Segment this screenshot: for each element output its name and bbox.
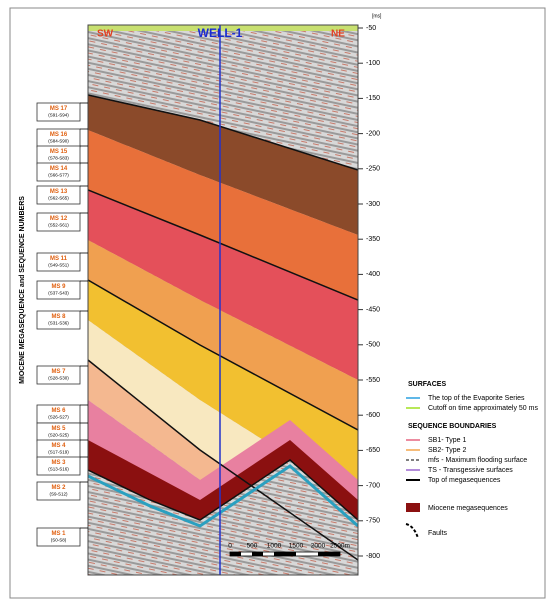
ms-name: MS 12 (50, 216, 68, 222)
ms-box (36, 365, 81, 385)
tick-label: -100 (366, 60, 380, 67)
ms-range: (S84-S90) (48, 139, 69, 144)
tick-label: -750 (366, 518, 380, 525)
scale-bar: 0 500 1000 1500 2000 2500m (228, 543, 350, 557)
legend-item: Faults (428, 530, 448, 537)
ms-range: (S17-S19) (48, 450, 69, 455)
ne-label: NE (331, 29, 345, 40)
tick-label: -250 (366, 166, 380, 173)
ms-name: MS 9 (51, 284, 66, 290)
scale-label: 1000 (267, 543, 282, 550)
scale-label: 2500m (330, 543, 350, 550)
legend: SURFACES SEQUENCE BOUNDARIES Miocene meg… (405, 381, 538, 539)
ms-box (36, 252, 81, 272)
ms-name: MS 14 (50, 166, 68, 172)
ms-range: (S52-S61) (48, 223, 69, 228)
legend-item: Miocene megasequences (428, 505, 508, 512)
scale-label: 1500 (289, 543, 304, 550)
ms-range: (S62-S65) (48, 196, 69, 201)
ms-range: (S9-S12) (49, 492, 68, 497)
legend-item: SB2- Type 2 (428, 447, 467, 454)
ms-box (36, 280, 81, 300)
ms-name: MS 2 (51, 485, 66, 491)
tick-label: -350 (366, 236, 380, 243)
ms-name: MS 6 (51, 408, 66, 414)
scale-label: 2000 (311, 543, 326, 550)
tick-label: -650 (366, 447, 380, 454)
ms-range: (S26-S27) (48, 415, 69, 420)
sequence-axis-title: MIOCENE MEGASEQUENCE and SEQUENCE NUMBER… (19, 196, 26, 384)
tick-label: -50 (366, 25, 376, 32)
ms-range: (S28-S30) (48, 376, 69, 381)
ms-name: MS 5 (51, 426, 66, 432)
ms-range: (S66-S77) (48, 173, 69, 178)
tick-label: -550 (366, 377, 380, 384)
well-label: WELL-1 (198, 26, 243, 40)
ms-range: (S37-S43) (48, 291, 69, 296)
ms-name: MS 3 (51, 460, 66, 466)
ms-name: MS 17 (50, 106, 68, 112)
ms-range: (S13-S16) (48, 467, 69, 472)
legend-item: mfs - Maximum flooding surface (428, 457, 527, 464)
fault-symbol (405, 523, 419, 539)
tick-label: -500 (366, 342, 380, 349)
ms-box (36, 102, 81, 122)
time-axis: -50 -100 -150 -200 -250 -300 -350 -400 -450 -500 -… (358, 25, 380, 560)
ms-range: (S20-S25) (48, 433, 69, 438)
legend-item: Top of megasequences (428, 477, 501, 484)
ms-name: MS 16 (50, 132, 68, 138)
time-unit: [ms] (372, 13, 382, 19)
tick-label: -700 (366, 482, 380, 489)
ms-name: MS 4 (51, 443, 66, 449)
ms-name: MS 7 (51, 369, 66, 375)
ms-box (36, 481, 81, 501)
ms-box (36, 456, 81, 476)
ms-box (36, 185, 81, 205)
ms-name: MS 8 (51, 314, 66, 320)
tick-label: -200 (366, 130, 380, 137)
scale-label: 0 (228, 543, 232, 550)
ms-name: MS 15 (50, 149, 68, 155)
megasequence-labels: MS 17(S91-S94) MS 16(S84-S90) MS 15(S78-S8… (36, 102, 88, 547)
ms-box (36, 212, 81, 232)
scale-label: 500 (247, 543, 258, 550)
ms-range: (S49-S51) (48, 263, 69, 268)
tick-label: -450 (366, 306, 380, 313)
seismic-section (88, 25, 358, 575)
tick-label: -300 (366, 201, 380, 208)
legend-item: SB1- Type 1 (428, 437, 467, 444)
legend-item: Cutoff on time approximately 50 ms (428, 405, 538, 412)
ms-box (36, 527, 81, 547)
legend-item: The top of the Evaporite Series (428, 395, 525, 402)
legend-swatch (406, 503, 420, 512)
ms-box (36, 162, 81, 182)
frame (9, 7, 546, 599)
legend-heading: SURFACES (408, 381, 446, 388)
ms-range: (S78-S83) (48, 156, 69, 161)
ms-box (36, 310, 81, 330)
ms-name: MS 13 (50, 189, 68, 195)
ms-range: (S91-S94) (48, 113, 69, 118)
legend-item: TS - Transgessive surfaces (428, 467, 513, 474)
ms-name: MS 1 (51, 531, 66, 537)
sw-label: SW (97, 29, 114, 40)
ms-name: MS 11 (50, 256, 68, 262)
tick-label: -600 (366, 412, 380, 419)
legend-heading: SEQUENCE BOUNDARIES (408, 423, 497, 430)
tick-label: -800 (366, 553, 380, 560)
ms-range: (S31-S36) (48, 321, 69, 326)
tick-label: -400 (366, 271, 380, 278)
panel-border (87, 24, 359, 576)
ms-range: (S0-S8) (51, 538, 67, 543)
tick-label: -150 (366, 95, 380, 102)
